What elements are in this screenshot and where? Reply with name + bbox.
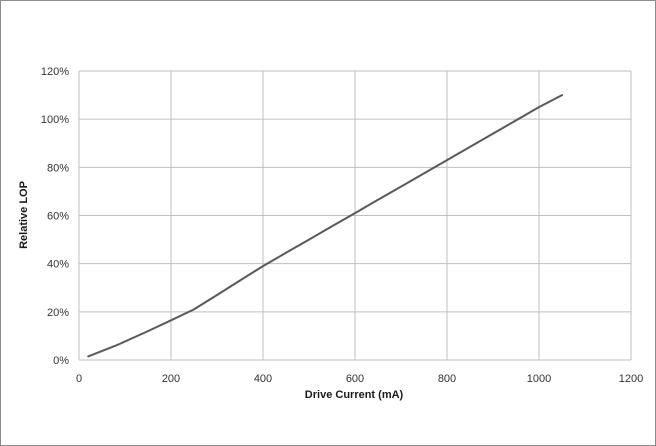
x-tick-label: 400: [254, 373, 272, 385]
series-line-0: [87, 94, 563, 358]
x-tick-label: 800: [438, 373, 456, 385]
x-tick-label: 200: [162, 373, 180, 385]
series-group: [87, 94, 563, 358]
x-axis-title: Drive Current (mA): [305, 389, 404, 401]
x-tick-label: 600: [346, 373, 364, 385]
y-tick-label: 60%: [47, 211, 69, 223]
x-tick-label: 0: [76, 373, 82, 385]
x-tick-labels: 0 200 400 600 800 1000 1200: [76, 373, 643, 385]
y-tick-label: 40%: [47, 259, 69, 271]
y-tick-labels: 0% 20% 40% 60% 80% 100% 120%: [41, 66, 69, 367]
y-tick-label: 120%: [41, 66, 69, 78]
x-tick-label: 1000: [527, 373, 551, 385]
grid: [78, 70, 632, 361]
y-tick-label: 80%: [47, 162, 69, 174]
y-axis-title: Relative LOP: [18, 181, 30, 249]
y-tick-label: 20%: [47, 307, 69, 319]
y-tick-label: 0%: [53, 355, 69, 367]
x-tick-label: 1200: [619, 373, 643, 385]
y-tick-label: 100%: [41, 114, 69, 126]
